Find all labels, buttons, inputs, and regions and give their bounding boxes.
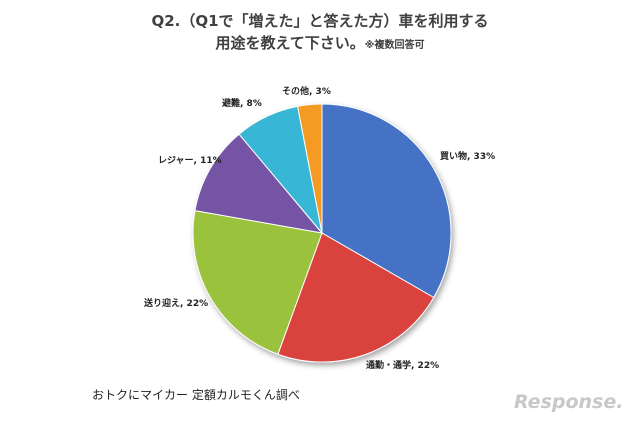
chart-title-line2: 用途を教えて下さい。※複数回答可 — [0, 32, 640, 57]
pie-slices — [192, 103, 452, 363]
pie-label-4: レジャー, 11% — [158, 155, 222, 166]
pie-labels: 買い物, 33% 通勤・通学, 22% 送り迎え, 22% レジャー, 11% 避難, … — [143, 85, 495, 371]
pie-label-3: 送り迎え, 22% — [143, 297, 208, 309]
chart-title-line1: Q2.（Q1で「増えた」と答えた方）車を利用する — [151, 12, 489, 30]
pie-slice-4 — [194, 133, 324, 234]
pie-slice-2 — [277, 232, 435, 363]
pie-label-5: 避難, 8% — [222, 97, 262, 109]
chart-title: Q2.（Q1で「増えた」と答えた方）車を利用する 用途を教えて下さい。※複数回答… — [0, 10, 640, 57]
pie-slice-1 — [321, 103, 452, 299]
chart-title-note: ※複数回答可 — [364, 40, 425, 51]
source-note: おトクにマイカー 定額カルモくん調べ — [92, 388, 300, 402]
pie-label-6: その他, 3% — [282, 85, 331, 97]
pie-slice-6 — [297, 103, 323, 234]
response-logo: Response. — [514, 391, 624, 413]
pie-label-2: 通勤・通学, 22% — [366, 359, 439, 371]
pie-label-1: 買い物, 33% — [440, 150, 495, 162]
pie-slice-3 — [192, 210, 323, 355]
chart-title-line2-text: 用途を教えて下さい。 — [215, 34, 365, 52]
